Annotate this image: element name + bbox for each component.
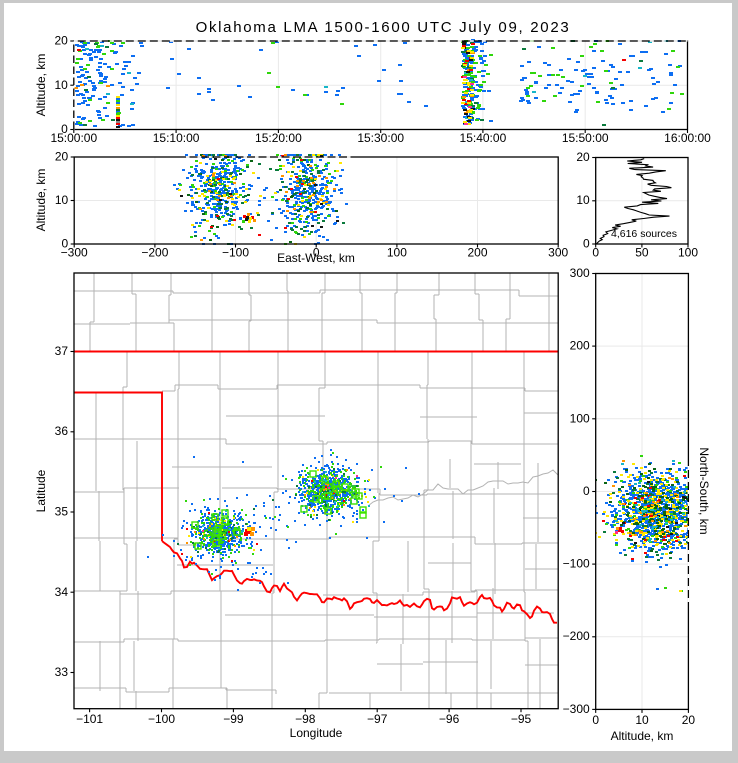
svg-text:34: 34 <box>55 585 69 599</box>
svg-text:35: 35 <box>55 505 69 519</box>
svg-text:20: 20 <box>576 150 590 164</box>
svg-text:36: 36 <box>55 424 69 438</box>
svg-text:37: 37 <box>55 344 69 358</box>
svg-text:−99: −99 <box>223 712 244 726</box>
svg-text:20: 20 <box>55 150 69 164</box>
svg-text:Oklahoma LMA 1500-1600 UTC Jul: Oklahoma LMA 1500-1600 UTC July 09, 2023 <box>196 19 571 36</box>
svg-text:East-West, km: East-West, km <box>277 251 355 265</box>
svg-text:Altitude, km: Altitude, km <box>34 54 48 117</box>
svg-text:−100: −100 <box>563 557 590 571</box>
svg-text:33: 33 <box>55 665 69 679</box>
svg-text:15:30:00: 15:30:00 <box>357 131 404 145</box>
svg-text:0: 0 <box>583 484 590 498</box>
svg-text:200: 200 <box>570 339 590 353</box>
svg-text:−97: −97 <box>367 712 388 726</box>
svg-text:−100: −100 <box>148 712 175 726</box>
svg-text:−98: −98 <box>295 712 316 726</box>
svg-text:−200: −200 <box>563 629 590 643</box>
svg-text:10: 10 <box>55 193 69 207</box>
svg-text:0: 0 <box>61 122 68 136</box>
svg-text:300: 300 <box>570 266 590 280</box>
svg-text:15:10:00: 15:10:00 <box>153 131 200 145</box>
svg-text:Latitude: Latitude <box>34 469 48 512</box>
svg-text:−96: −96 <box>439 712 460 726</box>
svg-text:Altitude, km: Altitude, km <box>34 169 48 232</box>
svg-text:0: 0 <box>592 246 599 260</box>
svg-text:−95: −95 <box>511 712 532 726</box>
svg-text:Longitude: Longitude <box>290 726 343 740</box>
svg-text:200: 200 <box>467 246 487 260</box>
svg-text:100: 100 <box>387 246 407 260</box>
svg-text:15:40:00: 15:40:00 <box>460 131 507 145</box>
svg-text:10: 10 <box>54 78 68 92</box>
svg-text:50: 50 <box>635 246 649 260</box>
svg-text:0: 0 <box>313 246 320 260</box>
svg-text:20: 20 <box>682 713 696 727</box>
svg-text:4,616 sources: 4,616 sources <box>611 228 677 240</box>
svg-text:100: 100 <box>570 411 590 425</box>
svg-text:−300: −300 <box>61 246 88 260</box>
svg-text:100: 100 <box>678 246 698 260</box>
svg-text:0: 0 <box>583 237 590 251</box>
svg-text:−100: −100 <box>222 246 249 260</box>
svg-text:15:50:00: 15:50:00 <box>562 131 609 145</box>
svg-text:15:20:00: 15:20:00 <box>255 131 302 145</box>
svg-text:North-South, km: North-South, km <box>697 447 711 534</box>
svg-text:Altitude, km: Altitude, km <box>611 729 674 743</box>
svg-text:−200: −200 <box>141 246 168 260</box>
svg-text:0: 0 <box>62 237 69 251</box>
svg-text:15:00:00: 15:00:00 <box>50 131 97 145</box>
svg-text:−101: −101 <box>76 712 103 726</box>
svg-text:16:00:00: 16:00:00 <box>664 131 711 145</box>
svg-text:10: 10 <box>635 713 649 727</box>
svg-text:10: 10 <box>576 193 590 207</box>
svg-text:0: 0 <box>592 713 599 727</box>
svg-text:300: 300 <box>548 246 568 260</box>
svg-text:20: 20 <box>54 34 68 48</box>
svg-text:−300: −300 <box>563 702 590 716</box>
